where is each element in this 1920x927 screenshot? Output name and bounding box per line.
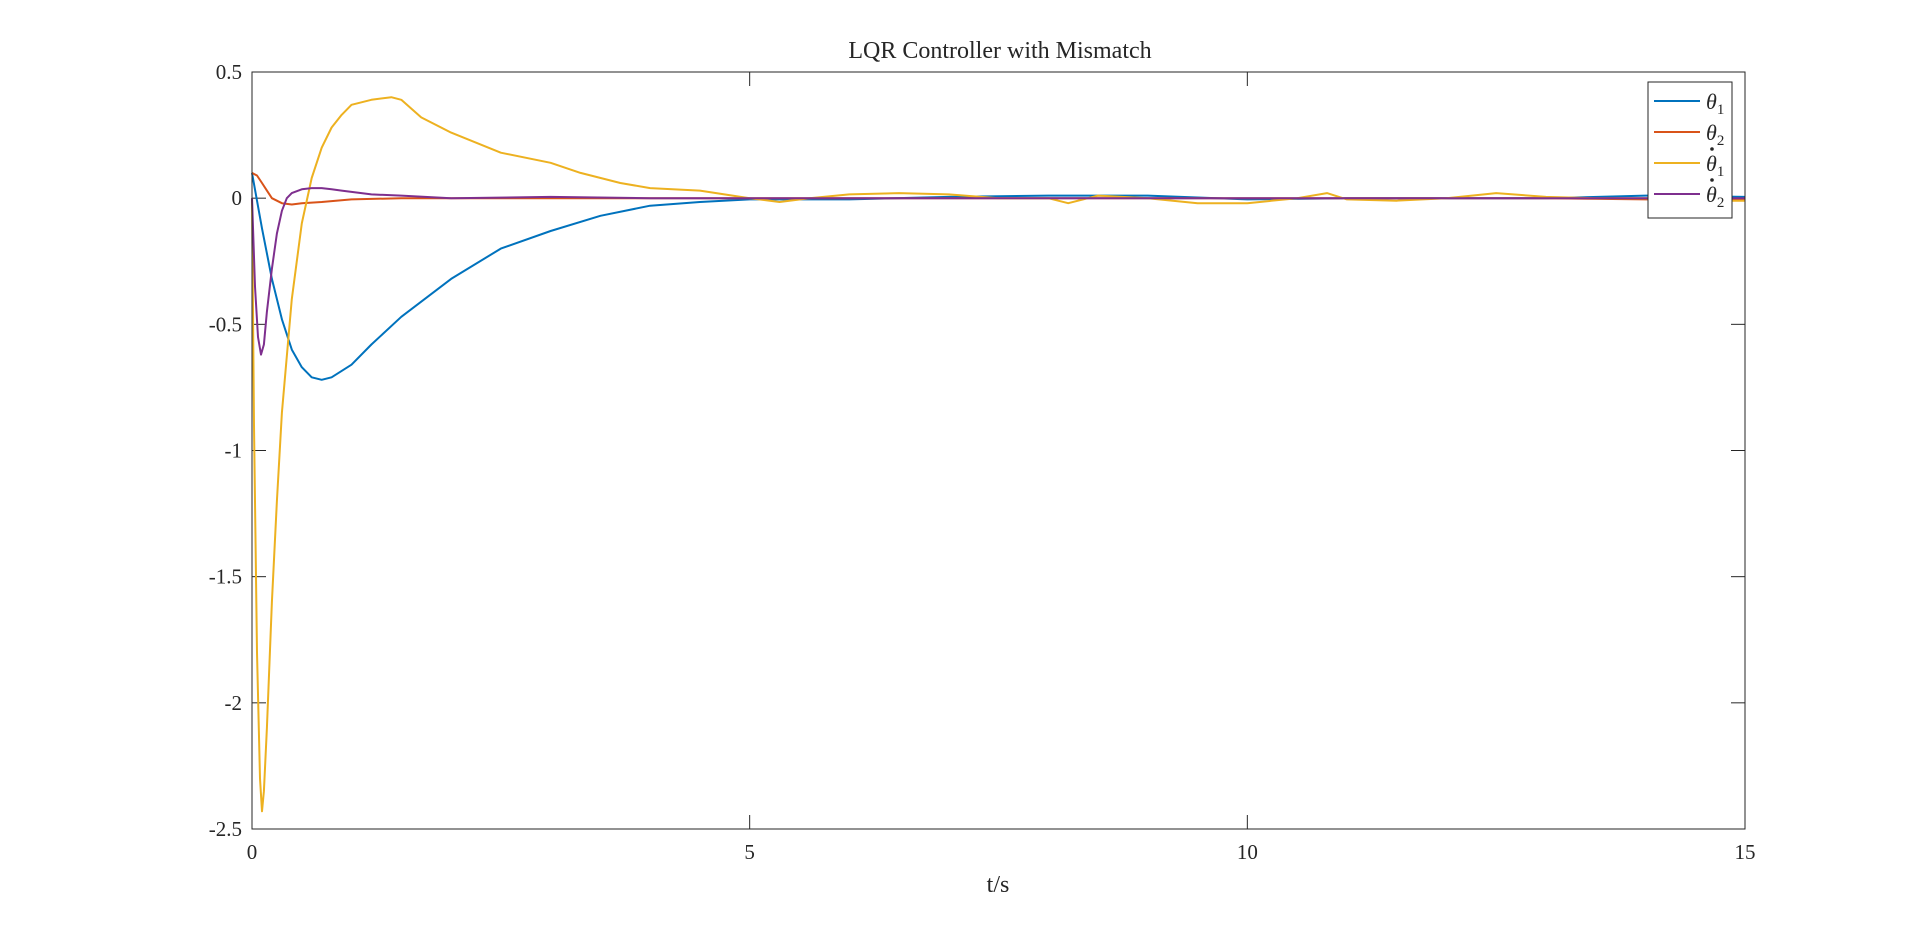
legend-entry: θ1 bbox=[1706, 151, 1724, 180]
y-tick-label: 0 bbox=[232, 186, 243, 210]
series-lines bbox=[251, 96, 1746, 813]
legend-box bbox=[1647, 81, 1733, 219]
y-tick-label: -2 bbox=[225, 691, 243, 715]
legend-derivative-dot bbox=[1710, 147, 1714, 151]
x-tick-label: 10 bbox=[1237, 840, 1258, 864]
legend-entry: θ2 bbox=[1706, 182, 1724, 211]
y-tick-label: -1 bbox=[225, 439, 243, 463]
series-line-4 bbox=[251, 187, 1745, 356]
y-tick-label: -1.5 bbox=[209, 565, 242, 589]
y-tick-label: -0.5 bbox=[209, 312, 242, 336]
chart-title: LQR Controller with Mismatch bbox=[848, 38, 1151, 64]
x-tick-label: 5 bbox=[744, 840, 755, 864]
plot-frame bbox=[251, 71, 1746, 830]
x-tick-label: 0 bbox=[247, 840, 258, 864]
series-line-3 bbox=[251, 96, 1745, 813]
axis-tick-labels: 0 5 10 15 0.5 0 -0.5 -1 -1.5 -2 -2.5 bbox=[209, 60, 1756, 864]
legend-derivative-dot bbox=[1710, 178, 1714, 182]
legend-entry: θ1 bbox=[1706, 89, 1724, 118]
legend-entry: θ2 bbox=[1706, 120, 1724, 149]
y-tick-label: 0.5 bbox=[216, 60, 242, 84]
y-tick-label: -2.5 bbox=[209, 817, 242, 841]
x-axis-label: t/s bbox=[987, 872, 1010, 898]
x-tick-label: 15 bbox=[1735, 840, 1756, 864]
plot-area bbox=[252, 72, 1745, 829]
